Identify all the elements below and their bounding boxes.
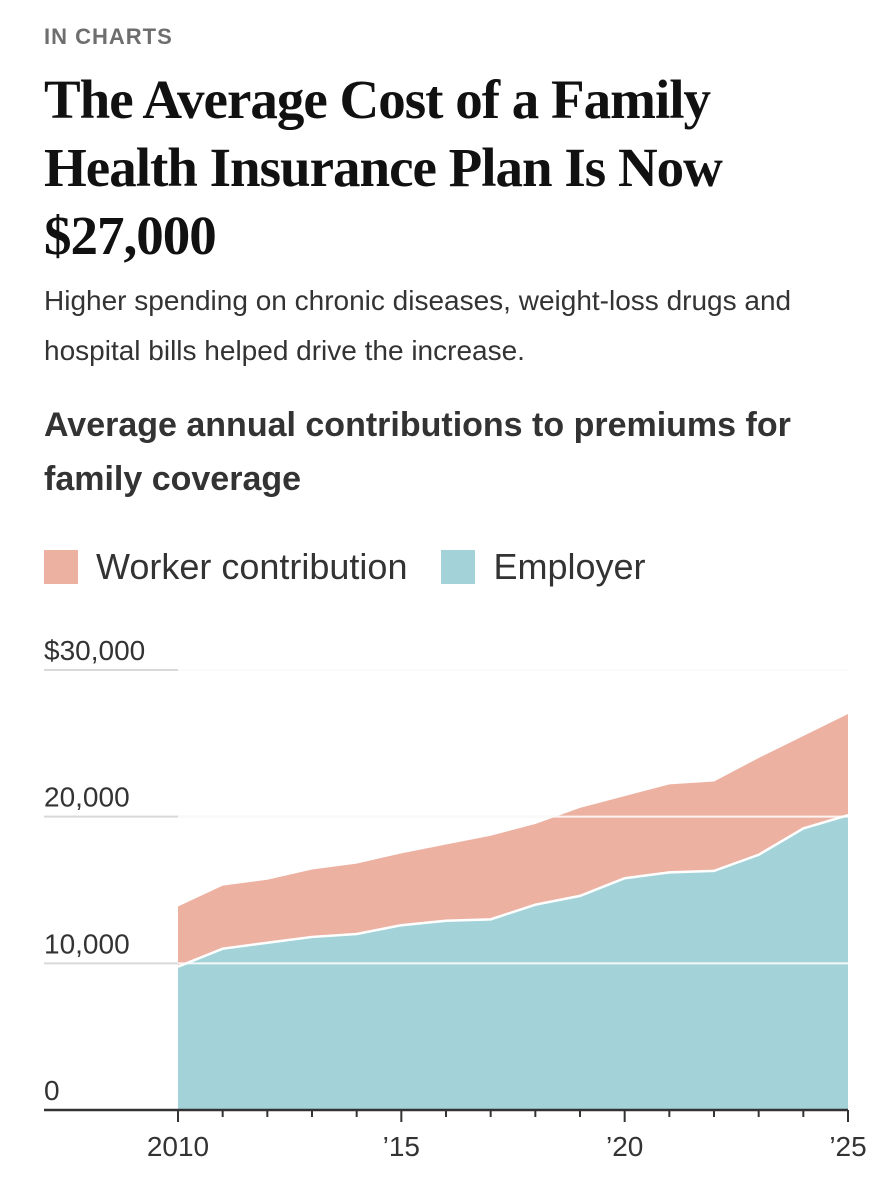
section-eyebrow: IN CHARTS [44,24,173,49]
chart-title: Average annual contributions to premiums… [44,406,791,498]
legend-label-worker: Worker contribution [96,546,408,587]
axis-labels: $30,000 20,000 10,000 0 2010 ’15 ’20 ’25 [44,635,867,1162]
legend-label-employer: Employer [493,546,646,587]
employer-swatch [441,550,476,584]
area-chart: $30,000 20,000 10,000 0 2010 ’15 ’20 ’25 [44,635,867,1162]
x-tick-label-2020: ’20 [606,1131,643,1162]
x-axis [44,1108,849,1122]
y-tick-label-20000: 20,000 [44,782,130,813]
x-tick-label-2010: 2010 [147,1131,209,1162]
x-tick-label-2025: ’25 [829,1131,866,1162]
headline: The Average Cost of a Family Health Insu… [44,69,723,266]
y-tick-label-30000: $30,000 [44,635,145,666]
legend-item-worker: Worker contribution [44,546,407,588]
y-tick-label-0: 0 [44,1075,60,1106]
x-tick-label-2015: ’15 [383,1131,420,1162]
employer-boundary-line [177,814,849,968]
stacked-areas [177,669,849,1110]
legend-item-employer: Employer [441,546,646,588]
worker-contribution-area [178,714,848,967]
chart-legend: Worker contribution Employer [44,540,680,594]
worker-swatch [44,550,78,584]
subheadline: Higher spending on chronic diseases, wei… [44,285,792,366]
y-tick-label-10000: 10,000 [44,928,130,959]
